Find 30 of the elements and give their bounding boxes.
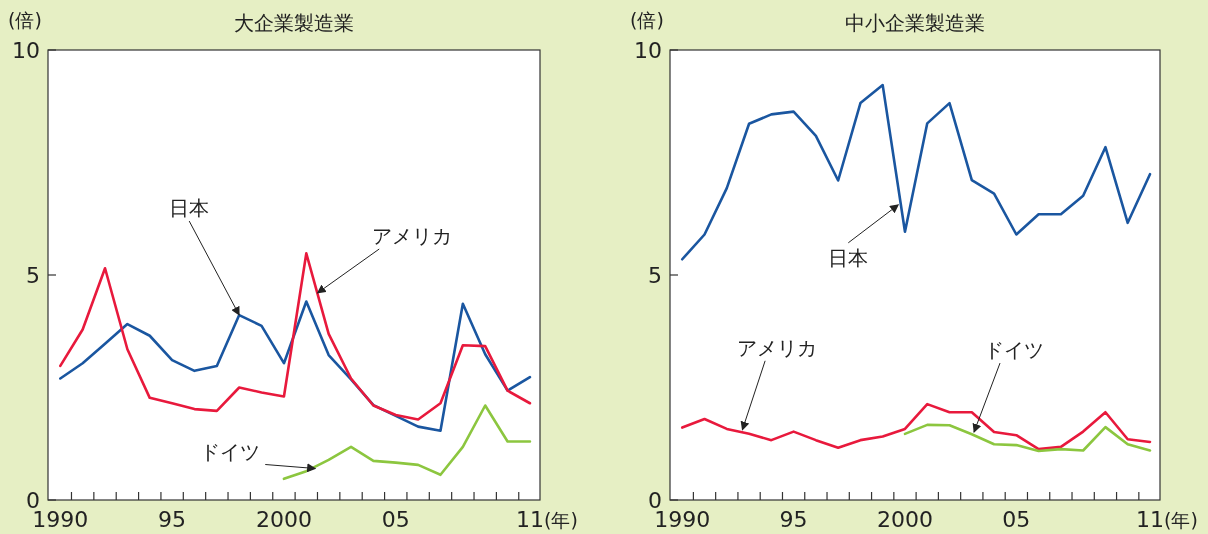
x-tick-label: 05	[1002, 507, 1031, 532]
x-tick-label: 95	[779, 507, 808, 532]
y-axis-title: (倍)	[8, 9, 42, 31]
annotation: ドイツ	[984, 338, 1045, 363]
y-tick-label: 5	[648, 263, 662, 288]
line-series	[282, 404, 532, 481]
line-series	[59, 252, 532, 421]
line-series	[903, 423, 1152, 453]
x-tick-label: 05	[381, 507, 410, 532]
annotation: アメリカ	[372, 224, 453, 248]
annotation: 日本	[169, 196, 210, 221]
chart-title: 中小企業製造業	[845, 11, 985, 35]
x-tick-label: 11	[1135, 507, 1164, 532]
chart-title: 大企業製造業	[234, 11, 354, 35]
annotation: ドイツ	[200, 439, 261, 464]
y-tick-label: 5	[26, 263, 40, 288]
x-tick-label: 95	[158, 507, 187, 532]
x-tick-label: 2000	[876, 507, 933, 532]
y-tick-label: 10	[634, 38, 662, 63]
annotation: 日本	[828, 245, 869, 270]
line-series	[680, 402, 1152, 451]
x-tick-label: 1990	[32, 507, 89, 532]
x-tick-label: 2000	[255, 507, 312, 532]
annotation: アメリカ	[737, 335, 818, 360]
x-tick-label: 11	[515, 507, 544, 532]
y-tick-label: 10	[12, 38, 40, 63]
y-axis-title: (倍)	[630, 9, 664, 31]
x-axis-title: (年)	[544, 509, 578, 531]
x-tick-label: 1990	[654, 507, 711, 532]
x-axis-title: (年)	[1164, 509, 1198, 531]
